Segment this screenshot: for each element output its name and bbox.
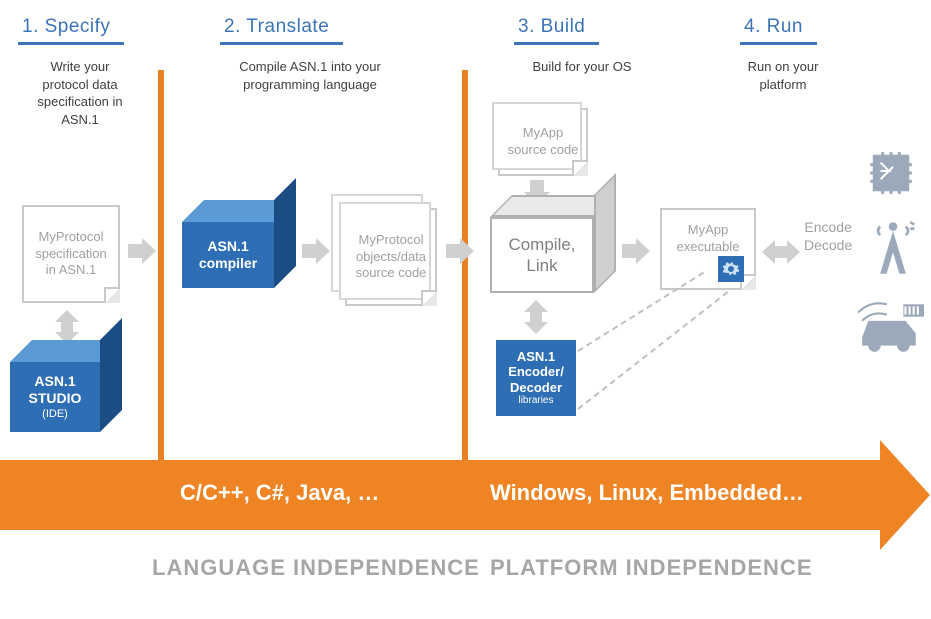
dashed-line-2 <box>577 291 728 410</box>
arrow-lang-text: C/C++, C#, Java, … <box>180 480 379 506</box>
arrow-compiler-to-objs <box>302 238 330 264</box>
compiler-line2: compiler <box>199 255 257 273</box>
cube-compiler: ASN.1 compiler <box>182 200 274 288</box>
box-encoder-decoder: ASN.1 Encoder/ Decoder libraries <box>496 340 576 416</box>
label-encode-decode: EncodeDecode <box>804 218 852 254</box>
arrow-plat-text: Windows, Linux, Embedded… <box>490 480 804 506</box>
studio-line1: ASN.1 <box>34 373 75 391</box>
stage-3-sub: Build for your OS <box>512 58 652 76</box>
chip-icon <box>866 148 916 209</box>
footer-plat: PLATFORM INDEPENDENCE <box>490 555 813 581</box>
divider-bar-1 <box>158 70 164 490</box>
arrow-objs-to-compile <box>446 238 474 264</box>
doc-protocol-objs: MyProtocol objects/data source code <box>345 208 437 306</box>
cube-compile-link: Compile,Link <box>490 195 594 293</box>
enc-line1: ASN.1 <box>517 349 555 365</box>
car-icon <box>858 300 924 365</box>
studio-line3: (IDE) <box>42 408 68 422</box>
stage-2-sub: Compile ASN.1 into yourprogramming langu… <box>220 58 400 93</box>
arrow-spec-to-compiler <box>128 238 156 264</box>
stage-1-sub: Write yourprotocol dataspecification inA… <box>20 58 140 128</box>
arrow-compile-to-exec <box>622 238 650 264</box>
gear-icon <box>718 256 744 282</box>
enc-line3: Decoder <box>510 380 562 396</box>
footer-lang: LANGUAGE INDEPENDENCE <box>152 555 480 581</box>
enc-line2: Encoder/ <box>508 364 564 380</box>
arrow-encoder-to-compile <box>524 300 548 334</box>
doc-myapp-src: MyAppsource code <box>498 108 588 176</box>
cube-studio: ASN.1 STUDIO (IDE) <box>10 340 100 432</box>
compiler-line1: ASN.1 <box>207 238 248 256</box>
studio-line2: STUDIO <box>29 390 82 408</box>
divider-bar-2 <box>462 70 468 490</box>
stage-4-sub: Run on yourplatform <box>728 58 838 93</box>
arrow-studio-doc <box>55 310 79 344</box>
stage-3-title: 3. Build <box>514 12 599 45</box>
doc-protocol-spec: MyProtocol specification in ASN.1 <box>22 205 120 303</box>
arrow-exec-encdec <box>762 240 800 264</box>
stage-2-title: 2. Translate <box>220 12 343 45</box>
enc-line4: libraries <box>518 395 553 407</box>
exec-label: MyApp executable <box>668 222 748 256</box>
stage-4-title: 4. Run <box>740 12 817 45</box>
stage-1-title: 1. Specify <box>18 12 124 45</box>
tower-icon <box>866 218 920 289</box>
